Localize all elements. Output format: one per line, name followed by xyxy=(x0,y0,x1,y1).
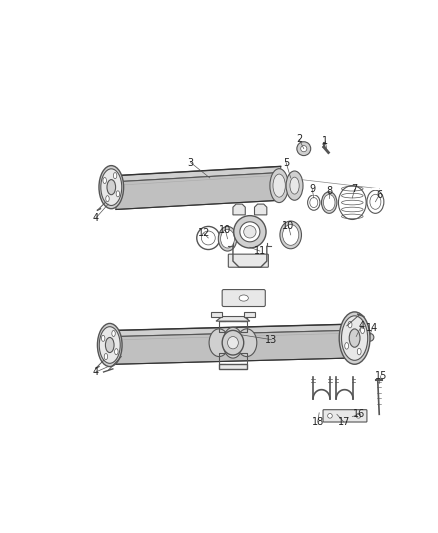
Ellipse shape xyxy=(244,225,256,238)
Text: 5: 5 xyxy=(283,158,289,167)
Ellipse shape xyxy=(228,336,238,349)
Ellipse shape xyxy=(283,224,299,245)
Text: 1: 1 xyxy=(322,136,328,146)
Ellipse shape xyxy=(106,196,109,201)
Ellipse shape xyxy=(366,334,374,341)
Ellipse shape xyxy=(103,177,106,183)
Text: 12: 12 xyxy=(198,228,210,238)
Polygon shape xyxy=(244,312,254,317)
Ellipse shape xyxy=(290,177,299,194)
Text: 18: 18 xyxy=(311,417,324,427)
Text: 14: 14 xyxy=(366,323,378,333)
Ellipse shape xyxy=(209,329,229,357)
Polygon shape xyxy=(116,166,281,182)
Ellipse shape xyxy=(102,335,105,341)
Text: 4: 4 xyxy=(93,213,99,223)
Text: 13: 13 xyxy=(265,335,278,345)
Text: 17: 17 xyxy=(338,417,350,427)
Polygon shape xyxy=(116,173,281,209)
Ellipse shape xyxy=(240,222,260,242)
Ellipse shape xyxy=(115,349,118,354)
Polygon shape xyxy=(116,324,349,336)
Ellipse shape xyxy=(357,348,361,355)
Ellipse shape xyxy=(348,321,352,328)
Ellipse shape xyxy=(360,327,364,334)
Ellipse shape xyxy=(106,337,114,352)
Ellipse shape xyxy=(221,230,234,248)
Polygon shape xyxy=(233,204,245,215)
Ellipse shape xyxy=(116,191,120,197)
Ellipse shape xyxy=(107,180,116,195)
Text: 15: 15 xyxy=(374,371,387,381)
Text: 16: 16 xyxy=(353,409,365,419)
Ellipse shape xyxy=(321,192,337,213)
Ellipse shape xyxy=(218,227,237,251)
FancyBboxPatch shape xyxy=(323,410,367,422)
Text: 10: 10 xyxy=(219,224,231,235)
Ellipse shape xyxy=(234,216,266,248)
Ellipse shape xyxy=(328,414,332,418)
Text: 4: 4 xyxy=(358,321,364,331)
Ellipse shape xyxy=(223,327,243,358)
Polygon shape xyxy=(212,312,222,317)
Text: 7: 7 xyxy=(351,184,358,195)
Ellipse shape xyxy=(112,330,115,336)
Text: 8: 8 xyxy=(326,186,332,196)
FancyBboxPatch shape xyxy=(228,254,268,267)
Ellipse shape xyxy=(222,330,244,355)
Polygon shape xyxy=(116,330,349,364)
Text: 3: 3 xyxy=(187,158,194,167)
Text: 9: 9 xyxy=(309,184,315,195)
Ellipse shape xyxy=(104,353,108,360)
Ellipse shape xyxy=(270,168,288,203)
Polygon shape xyxy=(254,204,267,215)
Polygon shape xyxy=(219,317,247,321)
Ellipse shape xyxy=(339,312,370,364)
Ellipse shape xyxy=(342,316,367,360)
FancyBboxPatch shape xyxy=(222,289,265,306)
Ellipse shape xyxy=(356,414,361,418)
Ellipse shape xyxy=(97,324,122,367)
Ellipse shape xyxy=(101,169,122,206)
Ellipse shape xyxy=(99,327,120,364)
Ellipse shape xyxy=(280,221,301,249)
Ellipse shape xyxy=(99,166,124,209)
Ellipse shape xyxy=(239,295,248,301)
Ellipse shape xyxy=(301,146,307,152)
Ellipse shape xyxy=(297,142,311,156)
Ellipse shape xyxy=(323,195,335,211)
Text: 2: 2 xyxy=(296,134,302,144)
Polygon shape xyxy=(219,364,247,369)
Text: 6: 6 xyxy=(376,190,382,200)
Text: 11: 11 xyxy=(254,246,266,256)
Polygon shape xyxy=(216,317,250,321)
Ellipse shape xyxy=(345,343,349,349)
Ellipse shape xyxy=(273,174,285,197)
Text: 10: 10 xyxy=(282,221,294,231)
Ellipse shape xyxy=(237,329,257,357)
Text: 4: 4 xyxy=(93,367,99,377)
Ellipse shape xyxy=(286,171,303,200)
Ellipse shape xyxy=(113,173,117,179)
Ellipse shape xyxy=(349,329,360,347)
